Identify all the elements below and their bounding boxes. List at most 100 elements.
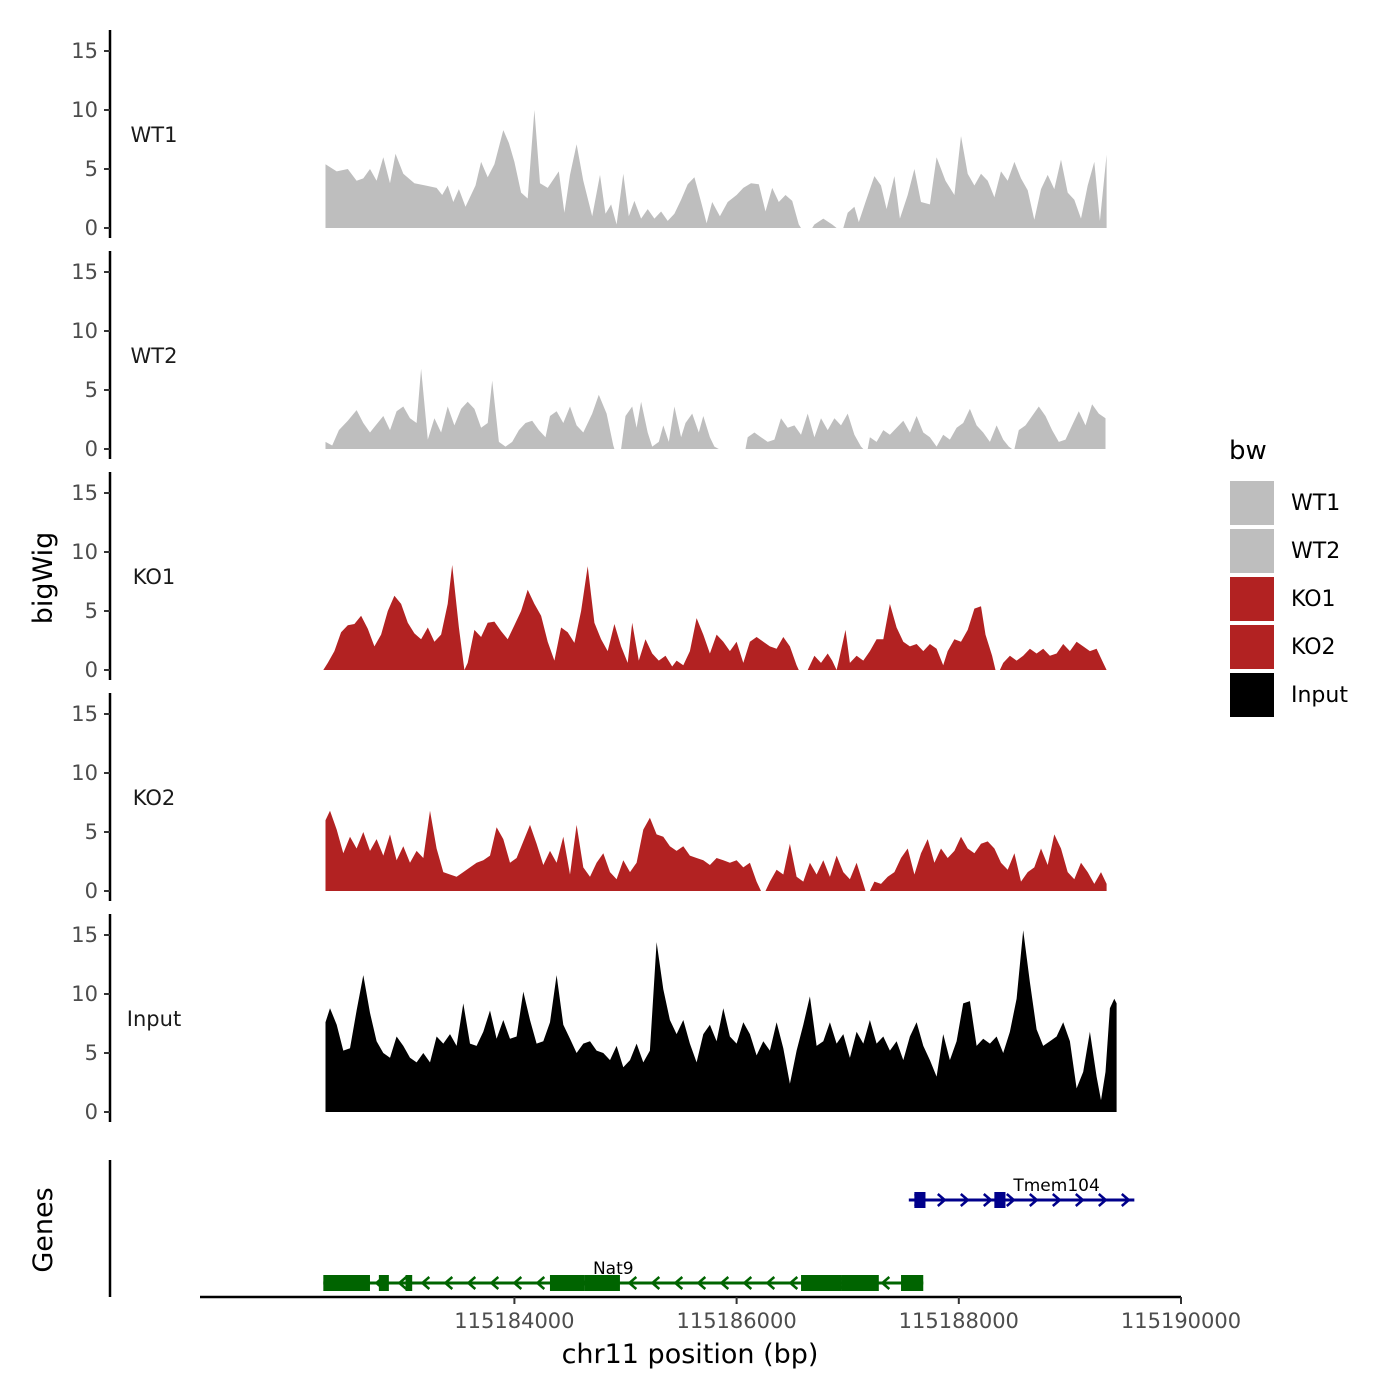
legend-item-wt1: WT1	[1230, 481, 1340, 525]
track-wt1: 0 5 10 15 WT1	[71, 30, 1107, 240]
exon-tmem104-1	[914, 1192, 926, 1208]
gene-tmem104: Tmem104	[908, 1176, 1135, 1208]
y-tick-label-15: 15	[71, 260, 98, 284]
x-axis: 115184000 115186000 115188000 115190000	[200, 1295, 1241, 1333]
track-wt2: 0 5 10 15 WT2	[71, 251, 1106, 461]
legend-title: bw	[1229, 436, 1267, 466]
strand-arrow	[719, 1276, 730, 1290]
legend-label-ko1: KO1	[1291, 587, 1336, 612]
track-label-wt1: WT1	[131, 123, 178, 147]
exon-nat9-5	[584, 1275, 620, 1291]
legend-item-ko1: KO1	[1230, 577, 1336, 621]
legend: bw WT1 WT2 KO1 KO2 Input	[1229, 436, 1348, 717]
legend-swatch-ko1	[1230, 577, 1274, 621]
x-tick-label-1: 115186000	[676, 1309, 796, 1333]
legend-swatch-wt2	[1230, 529, 1274, 573]
exon-tmem104-2	[994, 1192, 1006, 1208]
y-axis-title: bigWig	[28, 532, 59, 625]
track-label-ko2: KO2	[133, 786, 176, 810]
y-tick-label-10: 10	[71, 982, 98, 1006]
strand-arrow	[673, 1276, 684, 1290]
legend-swatch-wt1	[1230, 481, 1274, 525]
track-input: 0 5 10 15 Input	[71, 914, 1117, 1124]
strand-arrow	[1097, 1193, 1108, 1207]
legend-item-input: Input	[1230, 673, 1348, 717]
strand-arrow	[880, 1276, 891, 1290]
gene-annotation-track: Tmem104 Nat9	[108, 1160, 1135, 1297]
y-tick-label-5: 5	[85, 599, 98, 623]
exon-nat9-2	[378, 1275, 389, 1291]
legend-label-wt1: WT1	[1291, 491, 1340, 516]
legend-label-input: Input	[1291, 683, 1348, 708]
y-tick-label-15: 15	[71, 702, 98, 726]
strand-arrow	[397, 1276, 408, 1290]
signal-area-input	[325, 930, 1117, 1112]
strand-arrow	[512, 1276, 523, 1290]
exon-nat9-1	[323, 1275, 370, 1291]
y-tick-label-15: 15	[71, 481, 98, 505]
x-tick-label-3: 115190000	[1121, 1309, 1241, 1333]
strand-arrow	[696, 1276, 707, 1290]
strand-arrow	[535, 1276, 546, 1290]
gene-nat9: Nat9	[323, 1259, 924, 1291]
strand-arrow	[1028, 1193, 1039, 1207]
legend-item-wt2: WT2	[1230, 529, 1340, 573]
legend-item-ko2: KO2	[1230, 625, 1336, 669]
exon-nat9-6	[801, 1275, 842, 1291]
y-tick-label-0: 0	[85, 658, 98, 682]
x-axis-title: chr11 position (bp)	[562, 1339, 819, 1370]
y-tick-label-10: 10	[71, 761, 98, 785]
track-ko1: 0 5 10 15 KO1	[71, 472, 1107, 682]
strand-arrow	[1074, 1193, 1085, 1207]
strand-arrow	[959, 1193, 970, 1207]
exon-nat9-7	[841, 1275, 879, 1291]
strand-arrow	[650, 1276, 661, 1290]
y-tick-label-5: 5	[85, 820, 98, 844]
strand-arrow	[765, 1276, 776, 1290]
y-tick-label-0: 0	[85, 1100, 98, 1124]
legend-swatch-ko2	[1230, 625, 1274, 669]
y-tick-label-0: 0	[85, 437, 98, 461]
y-tick-label-5: 5	[85, 1041, 98, 1065]
y-tick-label-5: 5	[85, 378, 98, 402]
strand-arrow	[466, 1276, 477, 1290]
strand-arrow	[420, 1276, 431, 1290]
y-tick-label-15: 15	[71, 39, 98, 63]
exon-nat9-3	[405, 1275, 413, 1291]
track-ko2: 0 5 10 15 KO2	[71, 693, 1107, 903]
strand-arrow	[1005, 1193, 1016, 1207]
x-tick-label-2: 115188000	[899, 1309, 1019, 1333]
track-label-ko1: KO1	[133, 565, 176, 589]
strand-arrow	[936, 1193, 947, 1207]
bigwig-tracks: 0 5 10 15 WT1 0 5 10 15 WT2 0 5 10 15 KO1 0 5 10 15 KO2 0 5 10…	[71, 30, 1117, 1124]
x-tick-label-0: 115184000	[454, 1309, 574, 1333]
track-label-input: Input	[127, 1007, 181, 1031]
gene-label-nat9: Nat9	[593, 1259, 634, 1279]
y-tick-label-15: 15	[71, 923, 98, 947]
strand-arrow	[788, 1276, 799, 1290]
strand-arrow	[1051, 1193, 1062, 1207]
signal-area-wt2	[325, 368, 1106, 449]
strand-arrow	[443, 1276, 454, 1290]
y-tick-label-10: 10	[71, 540, 98, 564]
y-tick-label-0: 0	[85, 879, 98, 903]
exon-nat9-4	[549, 1275, 585, 1291]
y-tick-label-10: 10	[71, 98, 98, 122]
strand-arrow	[742, 1276, 753, 1290]
y-tick-label-5: 5	[85, 157, 98, 181]
genes-axis-title: Genes	[28, 1187, 59, 1272]
y-tick-label-0: 0	[85, 216, 98, 240]
exon-nat9-8	[901, 1275, 924, 1291]
strand-arrow	[982, 1193, 993, 1207]
y-tick-label-10: 10	[71, 319, 98, 343]
strand-arrow	[627, 1276, 638, 1290]
gene-label-tmem104: Tmem104	[1012, 1176, 1099, 1196]
signal-area-ko1	[323, 565, 1107, 670]
signal-area-ko2	[325, 810, 1107, 891]
track-label-wt2: WT2	[131, 344, 178, 368]
strand-arrow	[489, 1276, 500, 1290]
signal-area-wt1	[325, 110, 1107, 228]
legend-label-wt2: WT2	[1291, 539, 1340, 564]
legend-swatch-input	[1230, 673, 1274, 717]
